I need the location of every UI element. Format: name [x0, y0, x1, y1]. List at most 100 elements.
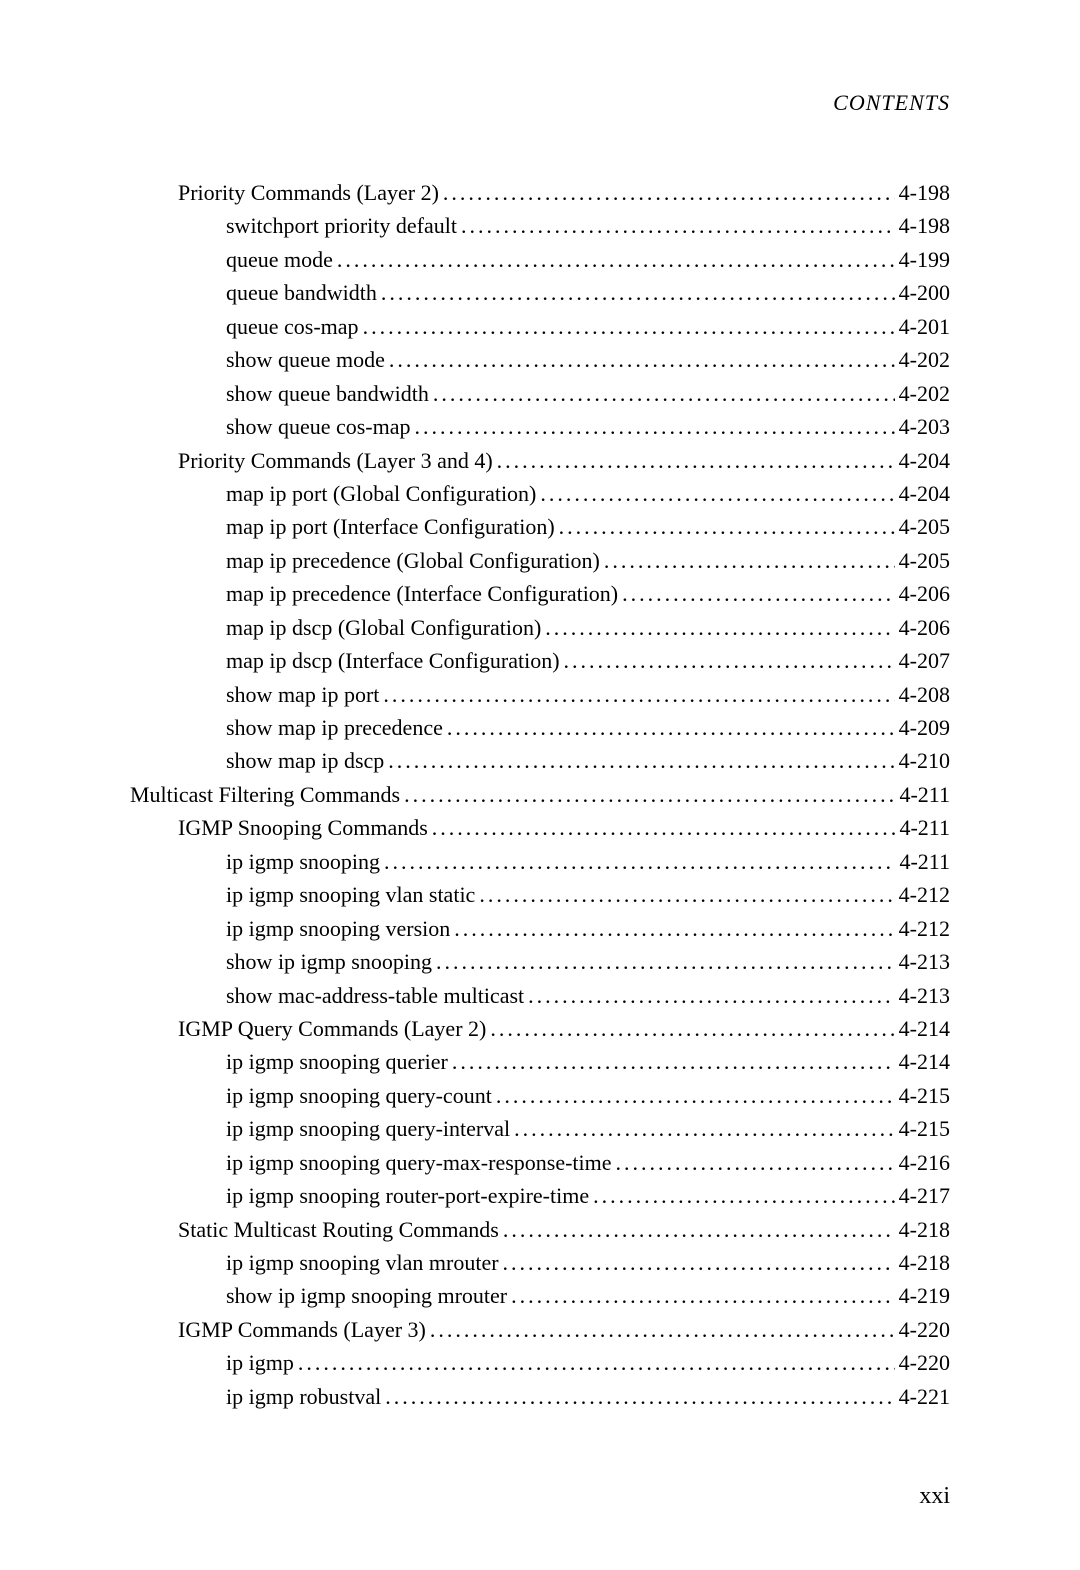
toc-entry-dots — [593, 1179, 895, 1212]
toc-entry-title: queue cos-map — [226, 310, 359, 343]
toc-entry-dots — [404, 778, 895, 811]
toc-entry-dots — [363, 310, 895, 343]
toc-entry-page: 4-211 — [899, 845, 950, 878]
toc-entry-title: show map ip port — [226, 678, 379, 711]
toc-entry-page: 4-212 — [899, 912, 950, 945]
toc-entry: Priority Commands (Layer 3 and 4)4-204 — [130, 444, 950, 477]
toc-entry-dots — [388, 744, 894, 777]
toc-entry-title: ip igmp snooping version — [226, 912, 450, 945]
toc-entry-title: show queue bandwidth — [226, 377, 429, 410]
toc-entry-title: IGMP Query Commands (Layer 2) — [178, 1012, 486, 1045]
toc-entry-title: map ip port (Global Configuration) — [226, 477, 536, 510]
toc-entry-page: 4-215 — [899, 1112, 950, 1145]
toc-entry-page: 4-213 — [899, 945, 950, 978]
toc-entry-dots — [447, 711, 895, 744]
toc-entry: show queue mode4-202 — [130, 343, 950, 376]
toc-entry-dots — [436, 945, 895, 978]
toc-entry-title: show ip igmp snooping — [226, 945, 432, 978]
toc-entry-title: Priority Commands (Layer 2) — [178, 176, 439, 209]
toc-entry-page: 4-212 — [899, 878, 950, 911]
toc-entry-title: ip igmp snooping query-max-response-time — [226, 1146, 612, 1179]
toc-entry-page: 4-214 — [899, 1012, 950, 1045]
toc-entry: IGMP Snooping Commands4-211 — [130, 811, 950, 844]
toc-entry-title: show queue cos-map — [226, 410, 411, 443]
toc-entry: show ip igmp snooping mrouter4-219 — [130, 1279, 950, 1312]
toc-entry-page: 4-220 — [899, 1346, 950, 1379]
toc-entry-dots — [385, 1380, 894, 1413]
toc-entry-dots — [415, 410, 895, 443]
toc-entry-title: map ip precedence (Interface Configurati… — [226, 577, 618, 610]
toc-entry: Static Multicast Routing Commands4-218 — [130, 1213, 950, 1246]
toc-entry-dots — [496, 1079, 895, 1112]
toc-entry-page: 4-213 — [899, 979, 950, 1012]
toc-entry-title: ip igmp snooping querier — [226, 1045, 448, 1078]
toc-entry-dots — [545, 611, 894, 644]
toc-entry-page: 4-200 — [899, 276, 950, 309]
toc-entry-title: map ip precedence (Global Configuration) — [226, 544, 600, 577]
toc-entry-dots — [389, 343, 895, 376]
toc-entry-title: ip igmp snooping vlan mrouter — [226, 1246, 499, 1279]
toc-entry-dots — [559, 510, 895, 543]
toc-entry-dots — [503, 1213, 895, 1246]
toc-entry-title: ip igmp snooping — [226, 845, 380, 878]
toc-entry-page: 4-211 — [899, 811, 950, 844]
table-of-contents: Priority Commands (Layer 2)4-198switchpo… — [130, 176, 950, 1413]
toc-entry-title: queue mode — [226, 243, 333, 276]
toc-entry: ip igmp snooping vlan mrouter 4-218 — [130, 1246, 950, 1279]
page-header: CONTENTS — [130, 90, 950, 116]
toc-entry-title: switchport priority default — [226, 209, 457, 242]
toc-entry: map ip port (Global Configuration)4-204 — [130, 477, 950, 510]
toc-entry: Priority Commands (Layer 2)4-198 — [130, 176, 950, 209]
toc-entry-title: ip igmp snooping vlan static — [226, 878, 475, 911]
toc-entry: Multicast Filtering Commands4-211 — [130, 778, 950, 811]
toc-entry-dots — [337, 243, 895, 276]
toc-entry: show map ip precedence4-209 — [130, 711, 950, 744]
toc-entry: map ip precedence (Global Configuration)… — [130, 544, 950, 577]
toc-entry-page: 4-210 — [899, 744, 950, 777]
toc-entry: ip igmp robustval 4-221 — [130, 1380, 950, 1413]
toc-entry: ip igmp4-220 — [130, 1346, 950, 1379]
toc-entry-page: 4-207 — [899, 644, 950, 677]
toc-entry: show queue cos-map 4-203 — [130, 410, 950, 443]
toc-entry-title: ip igmp snooping query-interval — [226, 1112, 510, 1145]
toc-entry-page: 4-214 — [899, 1045, 950, 1078]
toc-entry-page: 4-220 — [899, 1313, 950, 1346]
toc-entry-page: 4-217 — [899, 1179, 950, 1212]
toc-entry-dots — [383, 678, 894, 711]
toc-entry-page: 4-206 — [899, 611, 950, 644]
toc-entry-title: map ip dscp (Interface Configuration) — [226, 644, 560, 677]
toc-entry-title: ip igmp robustval — [226, 1380, 381, 1413]
toc-entry-page: 4-206 — [899, 577, 950, 610]
page-number: xxi — [919, 1483, 950, 1510]
toc-entry-dots — [452, 1045, 895, 1078]
toc-entry: ip igmp snooping router-port-expire-time… — [130, 1179, 950, 1212]
toc-entry: IGMP Query Commands (Layer 2) 4-214 — [130, 1012, 950, 1045]
toc-entry-title: ip igmp snooping query-count — [226, 1079, 492, 1112]
toc-entry-dots — [381, 276, 895, 309]
toc-entry-page: 4-204 — [899, 444, 950, 477]
toc-entry-dots — [479, 878, 894, 911]
toc-entry-dots — [511, 1279, 895, 1312]
toc-entry: ip igmp snooping 4-211 — [130, 845, 950, 878]
toc-entry-page: 4-218 — [899, 1246, 950, 1279]
toc-entry-page: 4-211 — [899, 778, 950, 811]
toc-entry-dots — [461, 209, 895, 242]
toc-entry-title: IGMP Commands (Layer 3) — [178, 1313, 426, 1346]
toc-entry: queue mode4-199 — [130, 243, 950, 276]
toc-entry-page: 4-216 — [899, 1146, 950, 1179]
toc-entry: queue cos-map4-201 — [130, 310, 950, 343]
toc-entry-dots — [514, 1112, 895, 1145]
toc-entry-dots — [490, 1012, 894, 1045]
toc-entry-page: 4-203 — [899, 410, 950, 443]
toc-entry: IGMP Commands (Layer 3) 4-220 — [130, 1313, 950, 1346]
toc-entry-dots — [622, 577, 895, 610]
toc-entry: show map ip dscp4-210 — [130, 744, 950, 777]
toc-entry-dots — [616, 1146, 895, 1179]
toc-entry-page: 4-202 — [899, 377, 950, 410]
toc-entry: show queue bandwidth 4-202 — [130, 377, 950, 410]
toc-entry: map ip port (Interface Configuration)4-2… — [130, 510, 950, 543]
toc-entry-page: 4-215 — [899, 1079, 950, 1112]
toc-entry-dots — [497, 444, 895, 477]
toc-entry: show map ip port4-208 — [130, 678, 950, 711]
toc-entry-page: 4-221 — [899, 1380, 950, 1413]
